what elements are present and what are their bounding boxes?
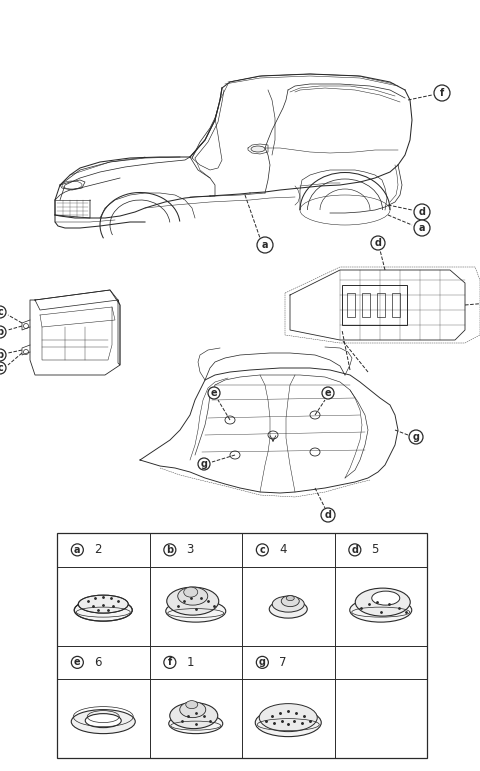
Ellipse shape [74,599,132,621]
Text: 3: 3 [187,544,194,557]
Text: b: b [0,350,3,360]
Text: e: e [74,658,81,668]
Text: e: e [211,388,217,398]
Text: e: e [324,388,331,398]
Ellipse shape [286,596,294,601]
Ellipse shape [372,591,400,605]
Text: 1: 1 [186,656,194,669]
Text: g: g [259,658,266,668]
Bar [347,293,355,317]
Ellipse shape [269,600,307,618]
Text: f: f [440,88,444,98]
Circle shape [198,458,210,470]
Circle shape [434,85,450,101]
Circle shape [0,362,6,374]
Text: 2: 2 [94,544,101,557]
Text: g: g [201,459,207,469]
Circle shape [414,220,430,236]
Ellipse shape [281,596,299,607]
Ellipse shape [350,598,412,622]
Text: b: b [166,545,173,555]
Text: d: d [419,207,425,217]
Ellipse shape [169,714,223,734]
Ellipse shape [255,709,321,736]
Ellipse shape [186,701,198,709]
Ellipse shape [355,588,410,616]
Bar [57,533,427,758]
Text: f: f [168,658,172,668]
Text: d: d [324,510,332,520]
Text: c: c [260,545,265,555]
Ellipse shape [180,702,206,718]
Ellipse shape [71,709,135,734]
Circle shape [0,306,6,318]
Text: 6: 6 [94,656,101,669]
Text: a: a [419,223,425,233]
Ellipse shape [272,596,304,612]
Circle shape [409,430,423,444]
Circle shape [164,544,176,556]
Text: d: d [374,238,382,248]
Ellipse shape [184,588,198,597]
Ellipse shape [85,714,121,728]
Text: 5: 5 [372,544,379,557]
Text: 4: 4 [279,544,287,557]
Bar [362,293,370,317]
Ellipse shape [78,595,128,613]
Text: g: g [412,432,420,442]
Text: a: a [262,240,268,250]
Ellipse shape [178,588,208,605]
Ellipse shape [166,600,226,622]
Circle shape [349,544,361,556]
Circle shape [208,387,220,399]
Circle shape [257,237,273,253]
Text: b: b [0,327,3,337]
Ellipse shape [251,146,265,152]
Text: c: c [0,363,3,373]
Circle shape [321,508,335,522]
Bar [392,293,400,317]
Text: 7: 7 [279,656,287,669]
Ellipse shape [167,588,219,615]
Text: a: a [74,545,81,555]
Ellipse shape [259,704,317,732]
Circle shape [0,349,6,361]
Bar [377,293,385,317]
Circle shape [371,236,385,250]
Text: d: d [351,545,359,555]
Circle shape [256,656,268,668]
Text: c: c [0,307,3,317]
Circle shape [0,326,6,338]
Ellipse shape [170,702,218,729]
Bar [342,285,407,325]
Circle shape [72,544,84,556]
Circle shape [256,544,268,556]
Circle shape [164,656,176,668]
Circle shape [72,656,84,668]
Circle shape [322,387,334,399]
Circle shape [414,204,430,220]
